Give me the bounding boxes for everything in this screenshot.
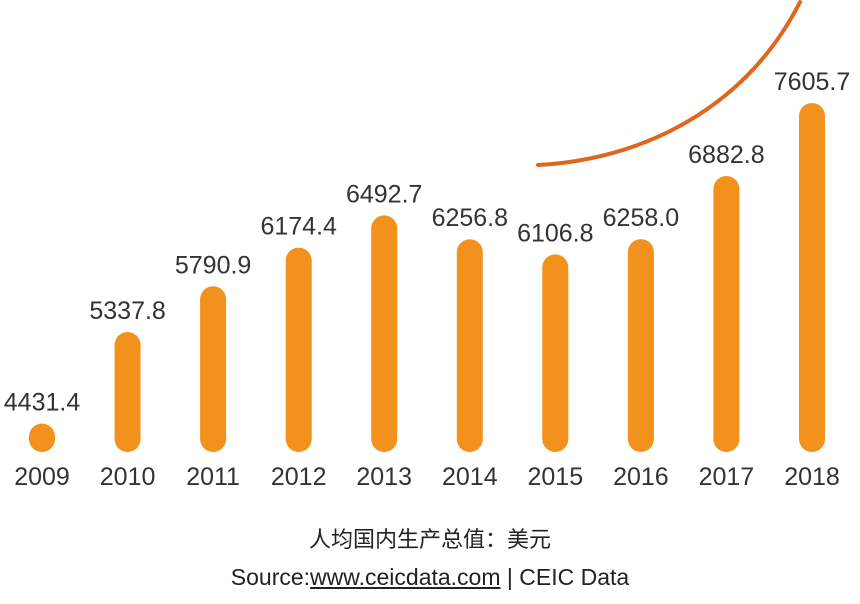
year-labels-group: 2009 2010 2011 2012 2013 2014 2015 2016 2017 2018 xyxy=(14,463,840,491)
bar-2018 xyxy=(799,103,825,452)
year-label-2014: 2014 xyxy=(442,463,498,491)
value-label-2013: 6492.7 xyxy=(346,180,422,208)
bar-2017 xyxy=(713,176,740,452)
year-label-2010: 2010 xyxy=(100,463,156,491)
value-labels-group: 4431.4 5337.8 5790.9 6174.4 6492.7 6256.8 6106… xyxy=(4,68,850,417)
value-label-2010: 5337.8 xyxy=(89,297,165,325)
year-label-2013: 2013 xyxy=(356,463,412,491)
value-label-2011: 5790.9 xyxy=(175,251,251,279)
value-label-2009: 4431.4 xyxy=(4,389,81,417)
bar-2016 xyxy=(627,239,654,452)
year-label-2015: 2015 xyxy=(527,463,583,491)
year-label-2017: 2017 xyxy=(699,463,755,491)
trend-curve xyxy=(536,0,802,167)
year-label-2016: 2016 xyxy=(613,463,669,491)
value-label-2017: 6882.8 xyxy=(688,141,764,169)
source-caption: Source:www.ceicdata.com | CEIC Data xyxy=(0,564,860,591)
year-label-2011: 2011 xyxy=(186,463,240,491)
bar-2010 xyxy=(114,332,141,452)
year-label-2018: 2018 xyxy=(784,463,840,491)
value-label-2012: 6174.4 xyxy=(260,213,337,241)
bars-group xyxy=(29,103,825,452)
source-prefix: Source: xyxy=(230,564,311,590)
value-label-2015: 6106.8 xyxy=(517,219,593,247)
bar-2015 xyxy=(542,254,569,452)
bar-2013 xyxy=(371,215,398,452)
source-link[interactable]: www.ceicdata.com xyxy=(310,564,501,590)
bar-2014 xyxy=(456,239,483,452)
unit-caption: 人均国内生产总值：美元 xyxy=(308,528,551,553)
value-label-2018: 7605.7 xyxy=(774,68,850,96)
bar-2011 xyxy=(200,286,227,452)
bar-2012 xyxy=(285,247,312,452)
value-label-2016: 6258.0 xyxy=(603,204,679,232)
source-suffix: | CEIC Data xyxy=(500,564,630,590)
year-label-2012: 2012 xyxy=(271,463,327,491)
year-label-2009: 2009 xyxy=(14,463,70,491)
value-label-2014: 6256.8 xyxy=(432,204,508,232)
bar-2009 xyxy=(29,423,55,452)
